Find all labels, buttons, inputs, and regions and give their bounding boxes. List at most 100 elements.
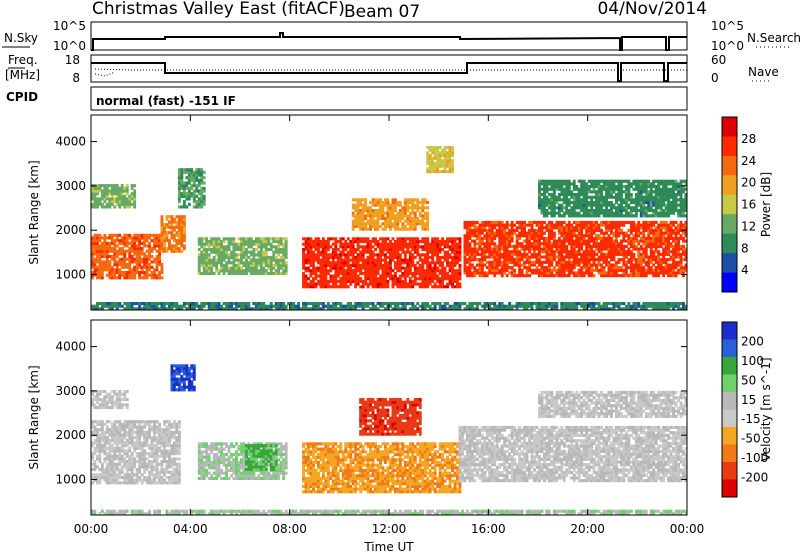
- power-cell: [645, 209, 648, 212]
- power-cell: [677, 256, 680, 259]
- power-cell: [178, 176, 181, 179]
- power-cell: [322, 277, 325, 280]
- nsearch-tick-bottom: 10^0: [711, 39, 744, 53]
- power-cell: [615, 245, 618, 248]
- power-cell: [161, 247, 164, 250]
- power-cell: [223, 267, 226, 270]
- power-cell: [156, 255, 159, 258]
- power-cell: [285, 267, 288, 270]
- power-cell: [553, 274, 556, 277]
- power-cell: [324, 285, 327, 288]
- power-cell: [183, 234, 186, 237]
- power-cell: [645, 182, 648, 185]
- power-cell: [613, 264, 616, 267]
- power-cell: [640, 264, 643, 267]
- power-cell: [488, 221, 491, 224]
- power-cell: [205, 248, 208, 251]
- power-cell: [478, 274, 481, 277]
- power-cell: [642, 224, 645, 227]
- power-cell: [610, 245, 613, 248]
- power-cell: [464, 245, 467, 248]
- power-cell: [96, 247, 99, 250]
- power-cell: [133, 184, 136, 187]
- power-cell: [367, 256, 370, 259]
- power-cell: [603, 261, 606, 264]
- power-cell: [131, 305, 134, 308]
- power-cell: [533, 250, 536, 253]
- power-cell: [488, 232, 491, 235]
- power-cell: [655, 185, 658, 188]
- power-cell: [508, 224, 511, 227]
- power-cell: [218, 248, 221, 251]
- power-cell: [131, 258, 134, 261]
- power-cell: [96, 305, 99, 308]
- power-cell: [183, 203, 186, 206]
- power-cell: [598, 250, 601, 253]
- power-cell: [389, 240, 392, 243]
- power-cell: [146, 234, 149, 237]
- power-cell: [610, 180, 613, 183]
- power-cell: [585, 229, 588, 232]
- power-cell: [608, 193, 611, 196]
- power-cell: [548, 221, 551, 224]
- power-cell: [526, 269, 529, 272]
- power-cell: [436, 280, 439, 283]
- power-cell: [372, 245, 375, 248]
- power-cell: [464, 224, 467, 227]
- power-cell: [603, 196, 606, 199]
- power-cell: [677, 198, 680, 201]
- power-cell: [106, 184, 109, 187]
- power-cell: [436, 267, 439, 270]
- power-cell: [508, 266, 511, 269]
- power-cell: [163, 223, 166, 226]
- power-cell: [411, 220, 414, 223]
- power-cell: [225, 248, 228, 251]
- power-cell: [657, 237, 660, 240]
- power-cell: [508, 237, 511, 240]
- power-cell: [660, 206, 663, 209]
- power-cell: [615, 206, 618, 209]
- power-cell: [600, 242, 603, 245]
- power-cell: [642, 180, 645, 183]
- power-cell: [553, 201, 556, 204]
- power-cell: [399, 275, 402, 278]
- power-cell: [424, 198, 427, 201]
- power-cell: [401, 267, 404, 270]
- power-cell: [578, 196, 581, 199]
- power-cell: [126, 239, 129, 242]
- power-cell: [627, 229, 630, 232]
- power-cell: [632, 209, 635, 212]
- power-cell: [94, 200, 97, 203]
- power-cell: [392, 245, 395, 248]
- power-cell: [451, 272, 454, 275]
- power-cell: [329, 267, 332, 270]
- power-cell: [471, 224, 474, 227]
- power-cell: [392, 201, 395, 204]
- power-cell: [218, 269, 221, 272]
- power-cell: [342, 280, 345, 283]
- power-cell: [526, 245, 529, 248]
- power-cell: [471, 240, 474, 243]
- power-cell: [543, 250, 546, 253]
- power-cell: [588, 274, 591, 277]
- power-cell: [568, 209, 571, 212]
- power-cell: [113, 200, 116, 203]
- power-cell: [538, 264, 541, 267]
- power-cell: [632, 245, 635, 248]
- power-cell: [108, 305, 111, 308]
- power-cell: [600, 224, 603, 227]
- power-cell: [367, 214, 370, 217]
- power-cell: [255, 237, 258, 240]
- power-cell: [401, 285, 404, 288]
- power-cell: [396, 222, 399, 225]
- power-cell: [377, 201, 380, 204]
- power-cell: [498, 261, 501, 264]
- power-cell: [406, 248, 409, 251]
- power-cell: [116, 244, 119, 247]
- power-cell: [267, 237, 270, 240]
- power-cell: [670, 180, 673, 183]
- power-cell: [583, 209, 586, 212]
- power-cell: [372, 280, 375, 283]
- power-cell: [675, 232, 678, 235]
